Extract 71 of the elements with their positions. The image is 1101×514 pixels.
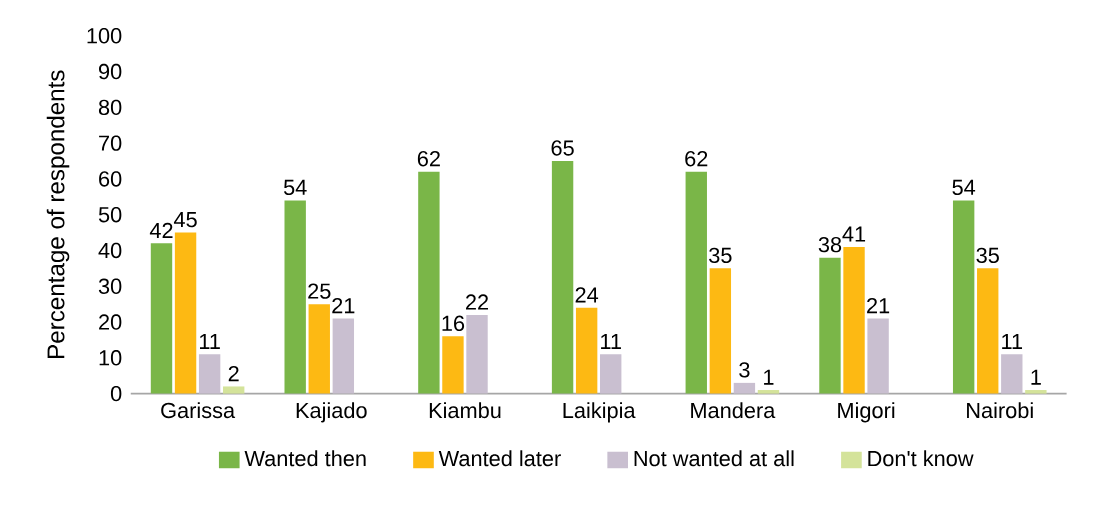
- bar: [709, 268, 732, 394]
- bar: [843, 246, 865, 394]
- bar: [551, 161, 574, 394]
- bar: [466, 314, 488, 394]
- bar: [223, 386, 245, 394]
- y-tick-label: 60: [99, 171, 122, 187]
- data-label: 25: [308, 283, 331, 299]
- data-label: 24: [575, 287, 599, 303]
- bar: [418, 171, 440, 394]
- data-label: 16: [442, 315, 465, 332]
- y-tick-label: 20: [99, 314, 122, 330]
- x-tick-label: Mandera: [691, 402, 776, 419]
- data-label: 42: [149, 222, 173, 238]
- legend-label: Wanted later: [438, 450, 561, 467]
- y-tick-label: 90: [99, 63, 122, 80]
- bar: [977, 268, 999, 394]
- data-label: 22: [466, 294, 489, 310]
- data-label: 2: [228, 365, 239, 382]
- data-label: 11: [1002, 333, 1023, 349]
- bar: [174, 232, 197, 394]
- bar: [952, 200, 975, 394]
- data-label: 21: [867, 297, 890, 314]
- bar: [757, 390, 780, 394]
- bar: [819, 257, 841, 394]
- data-label: 38: [818, 236, 842, 253]
- data-label: 21: [332, 297, 355, 314]
- y-tick-label: 80: [98, 99, 122, 116]
- x-tick-label: Kiambu: [429, 402, 501, 419]
- data-label: 11: [200, 333, 220, 349]
- y-tick-label: 70: [99, 135, 122, 151]
- bar: [308, 304, 330, 394]
- bar: [150, 243, 173, 394]
- data-label: 1: [764, 369, 774, 385]
- y-tick-label: 0: [110, 385, 122, 402]
- bar: [685, 171, 707, 394]
- x-tick-label: Laikipia: [563, 402, 636, 423]
- bar: [332, 318, 355, 394]
- legend-label: Wanted then: [244, 450, 366, 467]
- data-label: 35: [976, 247, 999, 264]
- y-tick-label: 40: [98, 242, 122, 259]
- data-label: 1: [1031, 369, 1041, 385]
- data-label: 45: [173, 212, 197, 228]
- legend-label: Don't know: [868, 450, 974, 467]
- x-tick-label: Nairobi: [967, 402, 1033, 419]
- bar: [1001, 354, 1023, 394]
- bar: [575, 307, 598, 394]
- data-label: 62: [685, 151, 708, 167]
- x-tick-label: Migori: [838, 402, 895, 423]
- y-axis-title: Percentage of respondents: [46, 70, 70, 358]
- x-tick-label: Garissa: [161, 402, 236, 419]
- y-tick-label: 10: [99, 350, 122, 366]
- data-label: 3: [739, 362, 750, 378]
- bar: [1025, 390, 1047, 394]
- data-label: 54: [952, 179, 976, 196]
- data-label: 11: [601, 333, 621, 349]
- bar: [284, 200, 306, 394]
- y-tick-label: 100: [87, 28, 122, 44]
- bar: [442, 336, 464, 394]
- data-label: 41: [842, 226, 866, 242]
- data-label: 62: [417, 151, 440, 167]
- data-label: 35: [709, 247, 732, 264]
- x-tick-label: Kajiado: [296, 402, 367, 423]
- bar: [600, 354, 622, 394]
- bar: [198, 354, 221, 394]
- y-tick-label: 30: [98, 278, 122, 294]
- y-tick-label: 50: [98, 206, 122, 223]
- legend-label: Not wanted at all: [634, 450, 794, 467]
- data-label: 54: [283, 179, 307, 196]
- bar: [867, 318, 889, 394]
- data-label: 65: [551, 140, 574, 156]
- bar: [733, 382, 756, 394]
